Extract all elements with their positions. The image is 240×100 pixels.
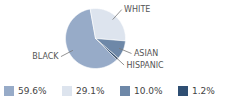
html-text:59.6%: 59.6% xyxy=(18,86,47,96)
html-text:1.2%: 1.2% xyxy=(192,86,215,96)
svg-text:HISPANIC: HISPANIC xyxy=(127,61,165,70)
html-text:10.0%: 10.0% xyxy=(134,86,163,96)
html-text:29.1%: 29.1% xyxy=(76,86,105,96)
svg-text:ASIAN: ASIAN xyxy=(134,49,158,58)
svg-text:WHITE: WHITE xyxy=(124,5,150,14)
svg-text:BLACK: BLACK xyxy=(32,52,59,61)
